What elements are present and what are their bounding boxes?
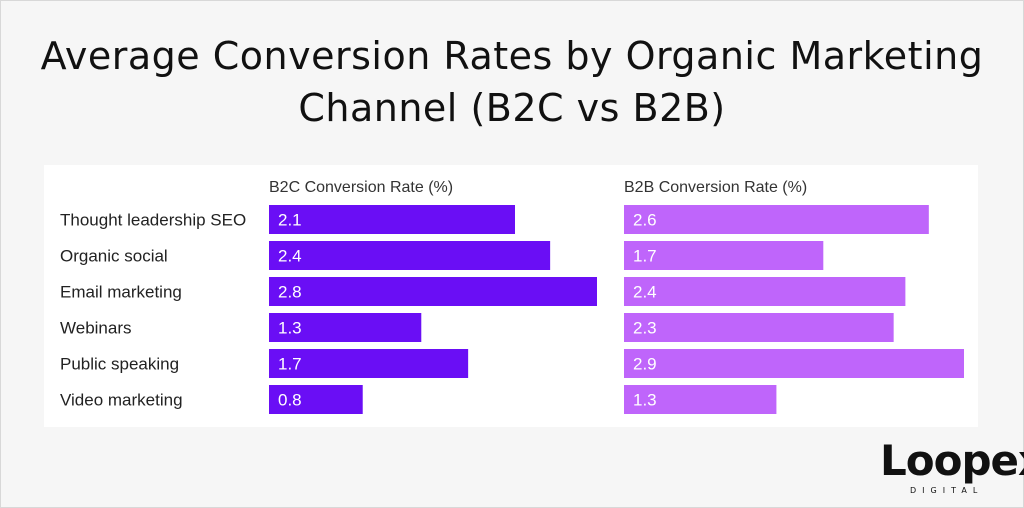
b2b-data-label: 2.6 — [633, 211, 657, 230]
category-label: Email marketing — [60, 283, 182, 302]
chart-title: Average Conversion Rates by Organic Mark… — [0, 30, 1024, 134]
b2c-data-label: 2.1 — [278, 211, 302, 230]
b2c-bar — [269, 313, 422, 342]
chart-title-line-1: Average Conversion Rates by Organic Mark… — [40, 34, 984, 78]
b2c-bar — [269, 385, 363, 414]
b2b-data-label: 2.3 — [633, 319, 657, 338]
b2c-bar — [269, 277, 597, 306]
b2c-data-label: 2.8 — [278, 283, 302, 302]
b2c-bar — [269, 349, 469, 378]
brand-logo-wordmark: Loopex — [880, 436, 1024, 485]
b2b-bar — [624, 385, 777, 414]
brand-logo: Loopex DIGITAL — [880, 436, 1024, 500]
category-label: Video marketing — [60, 391, 183, 410]
b2b-bar — [624, 277, 906, 306]
b2b-data-label: 1.7 — [633, 247, 657, 266]
b2c-data-label: 1.3 — [278, 319, 302, 338]
b2c-series-title: B2C Conversion Rate (%) — [269, 179, 453, 196]
b2c-data-label: 0.8 — [278, 391, 302, 410]
b2c-data-label: 2.4 — [278, 247, 302, 266]
chart-panel: Thought leadership SEO Organic social Emai… — [44, 165, 978, 427]
b2c-data-label: 1.7 — [278, 355, 302, 374]
category-label: Organic social — [60, 247, 168, 266]
b2c-bar — [269, 205, 515, 234]
b2b-data-label: 1.3 — [633, 391, 657, 410]
b2b-bar — [624, 313, 894, 342]
category-label: Thought leadership SEO — [60, 211, 246, 230]
b2b-bar — [624, 205, 929, 234]
b2c-bar — [269, 241, 551, 270]
b2b-data-label: 2.4 — [633, 283, 657, 302]
brand-logo-subtitle: DIGITAL — [910, 486, 984, 495]
b2b-series-title: B2B Conversion Rate (%) — [624, 179, 807, 196]
chart-title-line-2: Channel (B2C vs B2B) — [298, 86, 726, 130]
category-label: Webinars — [60, 319, 132, 338]
b2b-bar — [624, 349, 964, 378]
category-label: Public speaking — [60, 355, 179, 374]
b2b-bar — [624, 241, 824, 270]
b2b-data-label: 2.9 — [633, 355, 657, 374]
bar-charts: Thought leadership SEO Organic social Emai… — [60, 179, 964, 414]
